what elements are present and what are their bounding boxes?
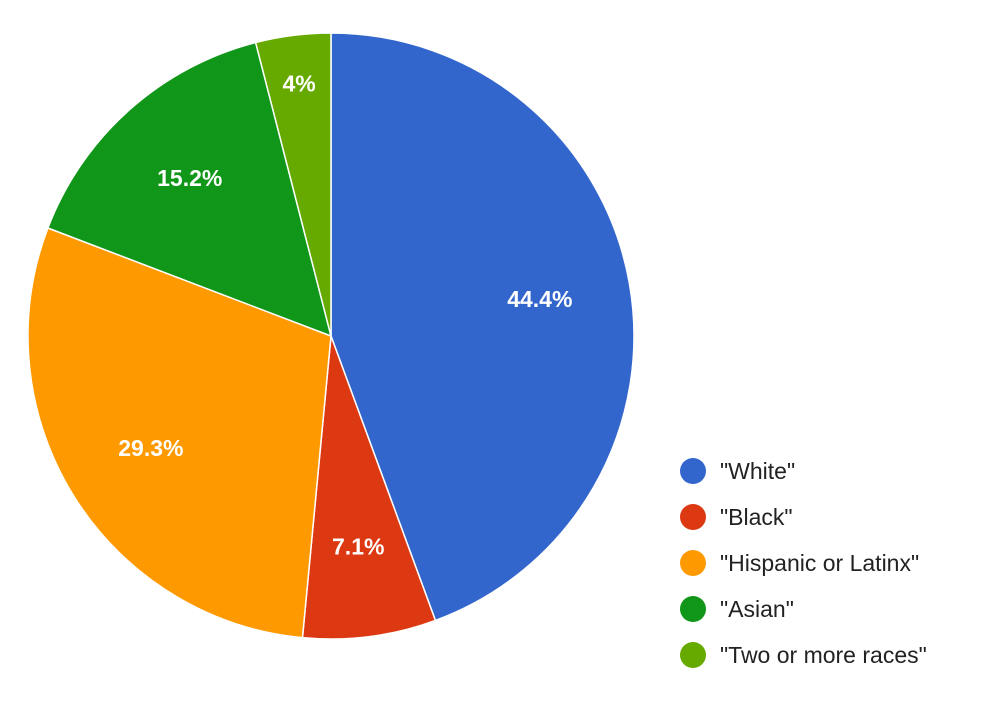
slice-label-two-or-more-races: 4% xyxy=(282,70,315,96)
chart-legend: "White" "Black" "Hispanic or Latinx" "As… xyxy=(680,448,927,678)
legend-label-black: "Black" xyxy=(720,503,793,530)
pie-slice-two-or-more-races[interactable] xyxy=(254,32,332,337)
legend-label-hispanic-or-latinx: "Hispanic or Latinx" xyxy=(720,549,920,576)
pie-slice-hispanic-or-latinx[interactable] xyxy=(27,227,332,639)
slice-label-black: 7.1% xyxy=(332,533,384,559)
pie-slice-white[interactable] xyxy=(330,32,635,622)
legend-label-white: "White" xyxy=(720,457,796,484)
legend-item-hispanic-or-latinx[interactable]: "Hispanic or Latinx" xyxy=(680,540,927,586)
legend-item-two-or-more-races[interactable]: "Two or more races" xyxy=(680,632,927,678)
pie-slice-black[interactable] xyxy=(301,335,437,640)
slice-label-hispanic-or-latinx: 29.3% xyxy=(118,435,183,461)
slice-label-white: 44.4% xyxy=(507,286,572,312)
legend-swatch-asian xyxy=(680,596,706,622)
legend-swatch-white xyxy=(680,458,706,484)
legend-item-asian[interactable]: "Asian" xyxy=(680,586,927,632)
legend-label-two-or-more-races: "Two or more races" xyxy=(720,641,927,668)
legend-item-white[interactable]: "White" xyxy=(680,448,927,494)
slice-label-asian: 15.2% xyxy=(157,165,222,191)
legend-item-black[interactable]: "Black" xyxy=(680,494,927,540)
legend-swatch-black xyxy=(680,504,706,530)
legend-label-asian: "Asian" xyxy=(720,595,794,622)
legend-swatch-hispanic-or-latinx xyxy=(680,550,706,576)
legend-swatch-two-or-more-races xyxy=(680,642,706,668)
pie-slice-asian[interactable] xyxy=(46,41,333,338)
